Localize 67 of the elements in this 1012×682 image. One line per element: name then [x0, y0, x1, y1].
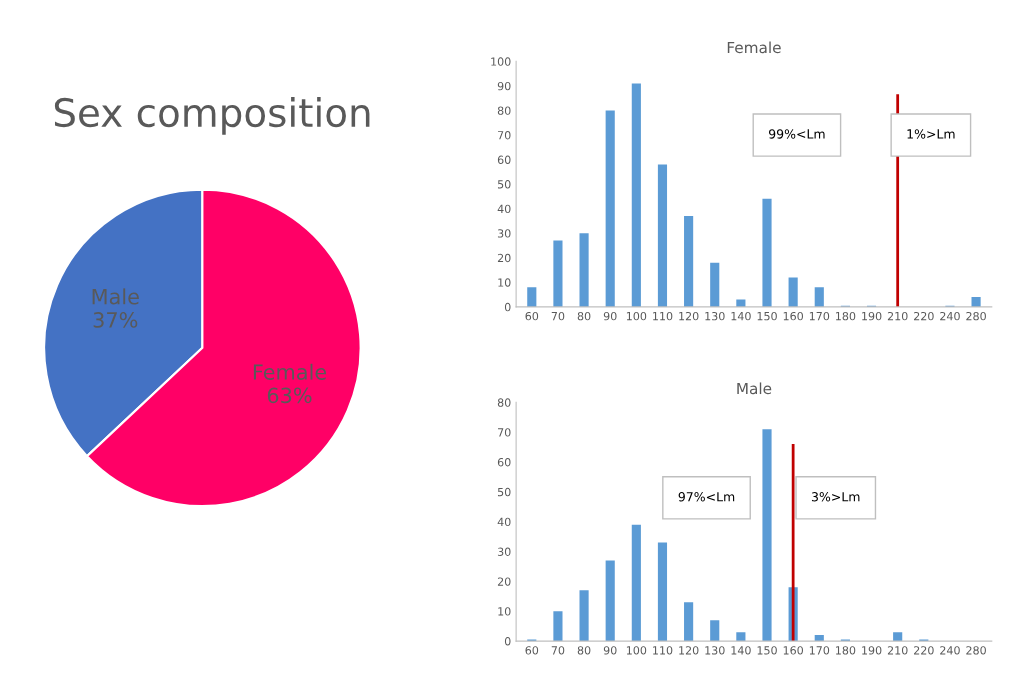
slice-label: Female: [253, 363, 327, 380]
x-tick-label: 240: [940, 311, 960, 321]
x-tick-label: 110: [653, 311, 673, 321]
x-tick-label: 220: [914, 311, 934, 321]
x-tick-label: 240: [940, 646, 960, 655]
x-tick-label: 130: [705, 646, 725, 655]
y-tick-label: 70: [498, 428, 511, 437]
x-tick-label: 170: [809, 646, 830, 655]
x-tick-label: 170: [809, 311, 830, 321]
annotation: 1%>Lm: [907, 129, 955, 139]
y-tick-label: 10: [498, 278, 511, 287]
x-tick-label: 220: [914, 646, 934, 655]
x-tick-label: 210: [887, 311, 908, 321]
x-tick-label: 150: [757, 646, 777, 655]
y-tick-label: 40: [497, 204, 511, 214]
x-tick-label: 180: [836, 646, 856, 655]
annotation: 99%<Lm: [769, 129, 825, 139]
x-tick-label: 150: [757, 311, 777, 321]
x-tick-label: 80: [577, 311, 591, 321]
y-tick-label: 30: [497, 229, 511, 238]
x-tick-label: 60: [525, 646, 539, 655]
x-tick-label: 90: [603, 646, 617, 655]
chart-title: Sex composition: [54, 97, 370, 135]
y-tick-label: 70: [498, 131, 511, 140]
data-label: 63%: [267, 387, 312, 404]
x-tick-label: 140: [731, 646, 751, 655]
x-tick-label: 100: [626, 311, 647, 321]
y-tick-label: 80: [497, 398, 511, 407]
y-tick-label: 60: [497, 155, 511, 164]
y-tick-label: 20: [497, 253, 511, 263]
annotation: 97%<Lm: [678, 492, 735, 502]
y-tick-label: 0: [504, 637, 511, 646]
y-tick-label: 100: [491, 57, 511, 66]
x-tick-label: 160: [783, 646, 804, 655]
x-tick-label: 160: [783, 311, 804, 321]
x-tick-label: 100: [626, 646, 647, 655]
x-tick-label: 70: [551, 646, 565, 655]
x-tick-label: 190: [862, 311, 882, 321]
x-tick-label: 120: [679, 646, 699, 655]
x-tick-label: 80: [577, 646, 591, 655]
y-tick-label: 80: [497, 106, 511, 115]
slice-label: Male: [92, 288, 139, 305]
x-tick-label: 280: [966, 646, 986, 655]
chart-title: Male: [737, 382, 772, 395]
y-tick-label: 60: [497, 458, 511, 467]
data-label: 37%: [93, 312, 138, 328]
y-tick-label: 90: [497, 81, 511, 91]
annotation: 3%>Lm: [811, 492, 860, 502]
x-tick-label: 130: [705, 311, 725, 321]
x-tick-label: 60: [525, 311, 539, 321]
x-tick-label: 120: [679, 311, 699, 321]
y-tick-label: 20: [497, 577, 511, 586]
y-tick-label: 10: [498, 607, 511, 616]
y-tick-label: 30: [497, 547, 511, 556]
x-tick-label: 110: [653, 646, 673, 655]
x-tick-label: 180: [836, 311, 856, 321]
x-tick-label: 90: [603, 311, 617, 321]
y-tick-label: 0: [504, 302, 511, 312]
x-tick-label: 210: [887, 646, 908, 655]
x-tick-label: 190: [862, 646, 882, 655]
y-tick-label: 40: [497, 517, 511, 527]
x-tick-label: 140: [731, 311, 751, 321]
y-tick-label: 50: [497, 180, 511, 189]
x-tick-label: 280: [966, 311, 986, 321]
chart-title: Female: [727, 41, 781, 54]
x-tick-label: 70: [551, 311, 565, 321]
y-tick-label: 50: [497, 487, 511, 497]
